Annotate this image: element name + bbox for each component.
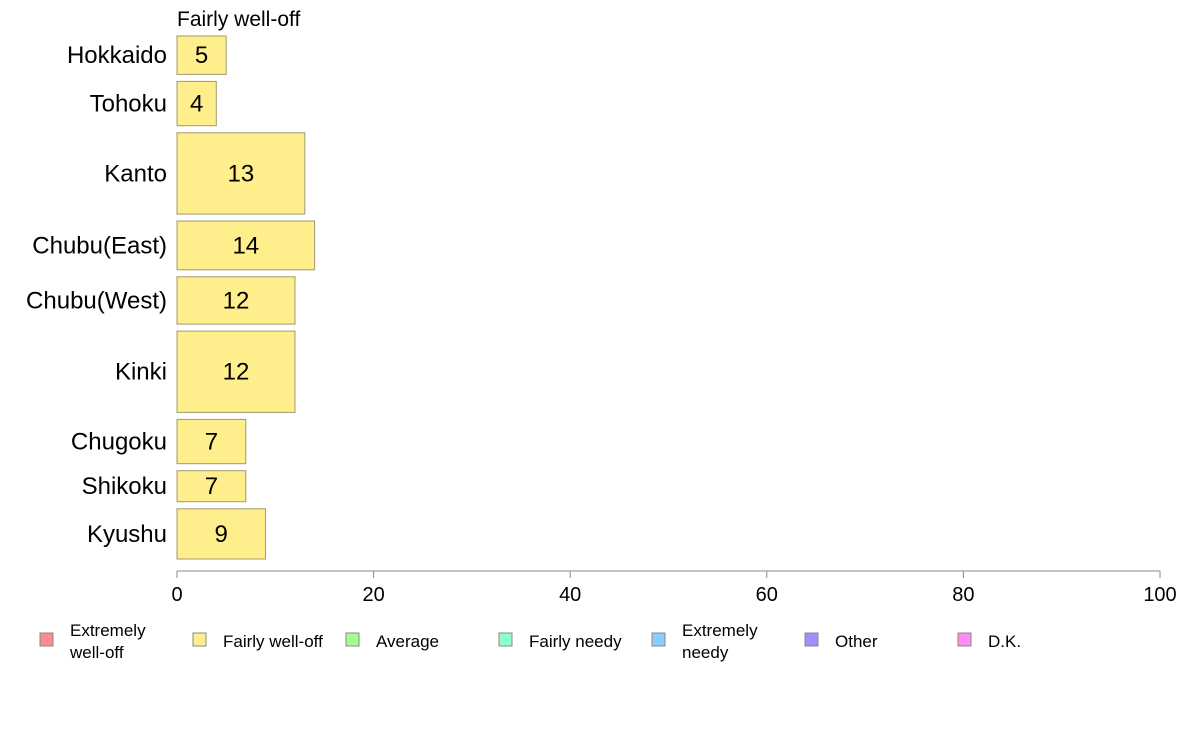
category-label: Kyushu	[87, 521, 167, 548]
bar-shikoku	[176, 470, 247, 503]
bar-kinki	[176, 330, 296, 413]
category-label: Chubu(East)	[32, 232, 167, 259]
bar-tohoku	[176, 80, 217, 127]
legend-swatch	[651, 632, 666, 647]
legend-label: Fairly well-off	[223, 632, 323, 651]
bar-kanto	[176, 132, 306, 215]
category-label: Chubu(West)	[26, 288, 167, 315]
legend-label: Average	[376, 632, 439, 651]
legend-swatch	[804, 632, 819, 647]
data-label: 5	[195, 42, 208, 69]
x-tick-label: 80	[952, 584, 974, 606]
data-label: 7	[205, 473, 218, 500]
legend-swatch	[345, 632, 360, 647]
category-label: Shikoku	[82, 473, 167, 500]
category-label: Tohoku	[90, 91, 167, 118]
x-tick-label: 100	[1143, 584, 1176, 606]
bars-group: Hokkaido 5 Tohoku 4 Kanto 13 Chubu(East) 14 Chub…	[26, 35, 316, 560]
legend-label: Extremely well-off	[69, 621, 146, 662]
category-label: Kinki	[115, 359, 167, 386]
legend-swatch	[957, 632, 972, 647]
bar-kyushu	[176, 508, 266, 560]
x-tick-label: 60	[756, 584, 778, 606]
x-tick-label: 0	[171, 584, 182, 606]
legend-swatch	[39, 632, 54, 647]
data-label: 12	[223, 288, 250, 315]
legend-label: D.K.	[988, 632, 1021, 651]
category-label: Chugoku	[71, 429, 167, 456]
data-label: 7	[205, 429, 218, 456]
data-label: 14	[232, 232, 259, 259]
bar-chugoku	[176, 418, 247, 465]
data-label: 13	[228, 160, 255, 187]
legend-swatch	[498, 632, 513, 647]
panel-label: Fairly well-off	[177, 8, 300, 31]
legend-label: Fairly needy	[529, 632, 622, 651]
bar-hokkaido	[176, 35, 227, 75]
x-tick-label: 20	[362, 584, 384, 606]
legend-swatch	[192, 632, 207, 647]
x-tick-label: 40	[559, 584, 581, 606]
category-label: Kanto	[104, 160, 167, 187]
bar-chubu-west-	[176, 276, 296, 325]
data-label: 12	[223, 359, 250, 386]
x-axis: 0 20 40 60 80 100	[171, 570, 1177, 606]
data-label: 4	[190, 91, 203, 118]
legend-label: Extremely needy	[682, 621, 758, 662]
legend-label: Other	[835, 632, 878, 651]
category-label: Hokkaido	[67, 42, 167, 69]
bar-chubu-east-	[176, 220, 316, 271]
data-label: 9	[215, 521, 228, 548]
legend: Extremely well-off Fairly well-off Average F…	[39, 621, 1021, 662]
